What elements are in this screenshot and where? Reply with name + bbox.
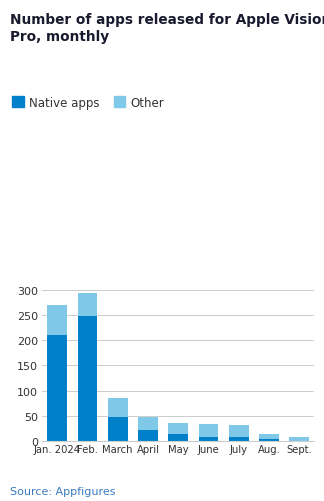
Bar	[168, 434, 188, 441]
Bar	[289, 437, 309, 441]
Bar	[229, 425, 249, 437]
Bar	[108, 417, 128, 441]
Bar	[229, 437, 249, 441]
Bar	[47, 336, 67, 441]
Bar	[259, 439, 279, 441]
Bar	[199, 424, 218, 437]
Text: Number of apps released for Apple Vision
Pro, monthly: Number of apps released for Apple Vision…	[10, 13, 324, 44]
Bar	[78, 293, 97, 317]
Bar	[108, 398, 128, 417]
Bar	[47, 306, 67, 336]
Text: Source: Appfigures: Source: Appfigures	[10, 486, 115, 496]
Bar	[138, 430, 158, 441]
Bar	[168, 423, 188, 434]
Bar	[199, 437, 218, 441]
Bar	[138, 417, 158, 430]
Legend: Native apps, Other: Native apps, Other	[12, 96, 164, 109]
Bar	[78, 317, 97, 441]
Bar	[259, 434, 279, 439]
